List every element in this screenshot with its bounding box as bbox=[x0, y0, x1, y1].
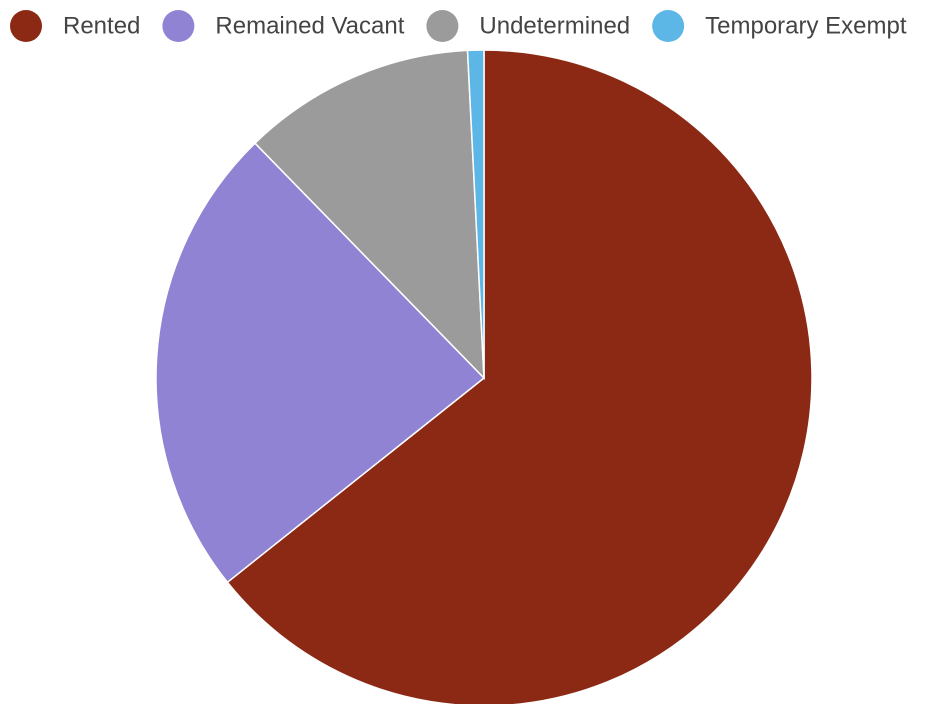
legend-swatch bbox=[162, 10, 195, 42]
pie-slice bbox=[466, 49, 485, 379]
pie-slice bbox=[155, 142, 486, 584]
legend-label: Undetermined bbox=[479, 12, 630, 39]
pie bbox=[155, 49, 813, 704]
legend-swatch bbox=[10, 10, 42, 42]
legend-swatch bbox=[652, 10, 685, 42]
pie-slice bbox=[226, 49, 813, 704]
pie-slice bbox=[253, 49, 485, 380]
legend-label: Temporary Exempt bbox=[705, 12, 907, 39]
legend: Rented Remained Vacant Undetermined Tempora… bbox=[10, 10, 907, 42]
legend-label: Remained Vacant bbox=[215, 12, 404, 39]
legend-swatch bbox=[426, 10, 459, 42]
legend-label: Rented bbox=[63, 12, 140, 39]
